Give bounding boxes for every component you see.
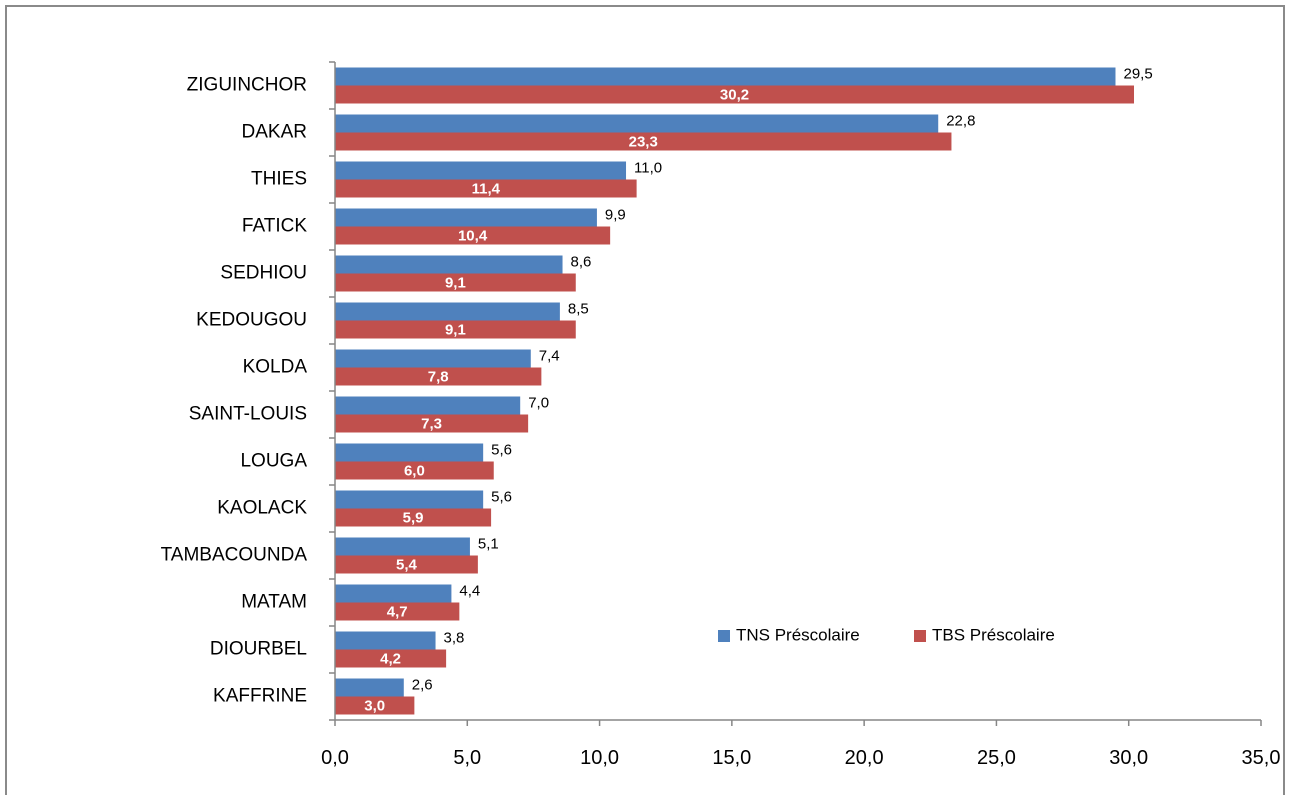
bar-tbs-louga [335, 461, 494, 480]
legend-tbs-label: TBS Préscolaire [932, 625, 1055, 644]
data-label-tbs-sedhiou: 9,1 [445, 274, 466, 291]
data-label-tns-dakar: 22,8 [946, 112, 975, 129]
data-label-tns-saint-louis: 7,0 [528, 394, 549, 411]
data-label-tns-sedhiou: 8,6 [571, 253, 592, 270]
bar-tbs-kaffrine [335, 696, 415, 715]
data-label-tns-thies: 11,0 [634, 159, 662, 176]
category-label-saint-louis: SAINT-LOUIS [189, 404, 307, 425]
bar-tbs-dakar [335, 132, 952, 151]
bar-tbs-sedhiou [335, 273, 576, 292]
bar-tbs-ziguinchor [335, 85, 1135, 104]
data-label-tns-louga: 5,6 [491, 441, 512, 458]
bar-tns-diourbel [335, 631, 436, 650]
bar-tns-matam [335, 584, 452, 603]
data-label-tns-kaolack: 5,6 [491, 488, 512, 505]
data-label-tbs-dakar: 23,3 [629, 133, 658, 150]
data-label-tns-tambacounda: 5,1 [478, 535, 499, 552]
category-label-kolda: KOLDA [243, 357, 308, 378]
data-label-tns-kedougou: 8,5 [568, 300, 589, 317]
bar-tns-tambacounda [335, 537, 470, 556]
data-label-tbs-thies: 11,4 [472, 180, 501, 197]
bar-tns-thies [335, 161, 627, 180]
category-label-ziguinchor: ZIGUINCHOR [187, 75, 307, 96]
data-label-tns-ziguinchor: 29,5 [1123, 65, 1152, 82]
data-label-tns-fatick: 9,9 [605, 206, 626, 223]
x-tick-label: 25,0 [977, 747, 1016, 769]
x-tick-label: 35,0 [1242, 747, 1281, 769]
category-label-dakar: DAKAR [242, 122, 307, 143]
x-tick-label: 10,0 [580, 747, 619, 769]
x-tick-label: 0,0 [321, 747, 349, 769]
data-label-tbs-kedougou: 9,1 [445, 321, 466, 338]
bar-tns-sedhiou [335, 255, 563, 274]
category-label-thies: THIES [251, 169, 307, 190]
category-label-kedougou: KEDOUGOU [196, 310, 307, 331]
bar-tns-kaffrine [335, 678, 404, 697]
x-tick-label: 15,0 [712, 747, 751, 769]
data-label-tbs-matam: 4,7 [387, 603, 408, 620]
data-label-tbs-kaolack: 5,9 [403, 509, 424, 526]
data-label-tbs-kolda: 7,8 [428, 368, 449, 385]
legend-tns-swatch [718, 630, 730, 642]
bar-tbs-tambacounda [335, 555, 478, 574]
bar-tns-fatick [335, 208, 597, 227]
x-tick-label: 30,0 [1109, 747, 1148, 769]
data-label-tbs-saint-louis: 7,3 [421, 415, 442, 432]
bar-tbs-diourbel [335, 649, 447, 668]
bar-tbs-kolda [335, 367, 542, 386]
bar-tns-saint-louis [335, 396, 521, 415]
bar-tns-louga [335, 443, 484, 462]
data-label-tbs-louga: 6,0 [404, 462, 425, 479]
category-label-sedhiou: SEDHIOU [220, 263, 307, 284]
data-label-tbs-diourbel: 4,2 [380, 650, 401, 667]
data-label-tns-kolda: 7,4 [539, 347, 560, 364]
legend-tbs-swatch [914, 630, 926, 642]
data-label-tbs-kaffrine: 3,0 [364, 697, 385, 714]
bar-tns-kedougou [335, 302, 560, 321]
data-label-tns-diourbel: 3,8 [444, 629, 465, 646]
bar-tns-dakar [335, 114, 939, 133]
bar-tns-kaolack [335, 490, 484, 509]
bar-tbs-saint-louis [335, 414, 529, 433]
x-tick-label: 20,0 [845, 747, 884, 769]
data-label-tbs-ziguinchor: 30,2 [720, 86, 749, 103]
category-label-diourbel: DIOURBEL [210, 639, 307, 660]
data-label-tns-matam: 4,4 [459, 582, 480, 599]
category-label-matam: MATAM [241, 592, 307, 613]
bar-tns-kolda [335, 349, 531, 368]
category-label-kaolack: KAOLACK [217, 498, 307, 519]
bar-tbs-fatick [335, 226, 611, 245]
data-label-tbs-fatick: 10,4 [458, 227, 488, 244]
category-label-fatick: FATICK [242, 216, 307, 237]
x-tick-label: 5,0 [453, 747, 481, 769]
category-label-kaffrine: KAFFRINE [213, 686, 307, 707]
data-label-tns-kaffrine: 2,6 [412, 676, 433, 693]
legend-tns-label: TNS Préscolaire [736, 625, 860, 644]
bar-tbs-kaolack [335, 508, 492, 527]
category-label-tambacounda: TAMBACOUNDA [161, 545, 308, 566]
category-label-louga: LOUGA [240, 451, 307, 472]
bar-tbs-kedougou [335, 320, 576, 339]
bar-tbs-matam [335, 602, 460, 621]
bar-tns-ziguinchor [335, 67, 1116, 86]
bar-tbs-thies [335, 179, 637, 198]
data-label-tbs-tambacounda: 5,4 [396, 556, 418, 573]
